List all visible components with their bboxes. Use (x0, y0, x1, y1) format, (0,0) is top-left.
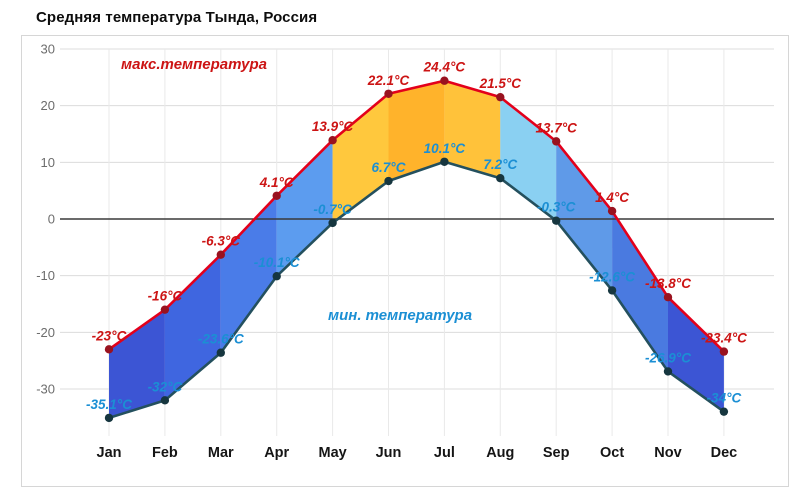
min-temperature-series: -35.1°C -32°C -23.6°C -10.1°C -0.7°C 6.7°C 10.… (86, 141, 742, 423)
svg-text:Mar: Mar (208, 445, 234, 461)
svg-text:-23°C: -23°C (92, 328, 127, 343)
max-temperature-series: -23°C -16°C -6.3°C 4.1°C 13.9°C 22.1°C 24.4°C 2… (92, 60, 747, 356)
svg-text:-12.6°C: -12.6°C (589, 269, 635, 284)
series-annotations: макс.температура мин. температура (121, 56, 472, 324)
svg-text:22.1°C: 22.1°C (367, 73, 410, 88)
svg-text:-13.8°C: -13.8°C (645, 276, 691, 291)
svg-text:-0.7°C: -0.7°C (313, 202, 352, 217)
svg-text:-16°C: -16°C (148, 289, 183, 304)
svg-text:10.1°C: 10.1°C (424, 141, 466, 156)
svg-text:10: 10 (41, 155, 55, 170)
svg-text:-30: -30 (36, 382, 55, 397)
svg-text:Apr: Apr (264, 445, 289, 461)
svg-text:-32°C: -32°C (148, 379, 183, 394)
svg-text:Jan: Jan (97, 445, 122, 461)
svg-text:Aug: Aug (486, 445, 514, 461)
svg-text:Jun: Jun (376, 445, 402, 461)
svg-text:Jul: Jul (434, 445, 455, 461)
svg-text:Sep: Sep (543, 445, 570, 461)
svg-text:-0.3°C: -0.3°C (537, 200, 576, 215)
page-title: Средняя температура Тында, Россия (36, 9, 318, 26)
y-axis-labels: 30 20 10 0 -10 -20 -30 (36, 41, 55, 396)
svg-text:4.1°C: 4.1°C (259, 175, 294, 190)
svg-text:мин. температура: мин. температура (328, 307, 472, 324)
svg-text:-20: -20 (36, 325, 55, 340)
svg-text:-23.4°C: -23.4°C (701, 331, 747, 346)
month-labels: Jan Feb Mar Apr May Jun Jul Aug Sep Oct Nov Dec (97, 445, 738, 461)
svg-text:-6.3°C: -6.3°C (202, 234, 241, 249)
svg-text:Nov: Nov (654, 445, 681, 461)
svg-text:-34°C: -34°C (707, 391, 742, 406)
svg-text:Feb: Feb (152, 445, 178, 461)
svg-text:May: May (318, 445, 346, 461)
svg-text:13.9°C: 13.9°C (312, 119, 354, 134)
svg-text:-26.9°C: -26.9°C (645, 350, 691, 365)
svg-text:6.7°C: 6.7°C (372, 160, 406, 175)
svg-text:30: 30 (41, 41, 55, 56)
svg-text:20: 20 (41, 98, 55, 113)
svg-text:1.4°C: 1.4°C (595, 190, 629, 205)
svg-text:макс.температура: макс.температура (121, 56, 267, 73)
temperature-chart: 30 20 10 0 -10 -20 -30 -23°C -16°C -6.3°C 4.1°C 13.… (36, 41, 774, 461)
svg-text:24.4°C: 24.4°C (423, 60, 466, 75)
svg-text:-10: -10 (36, 268, 55, 283)
svg-text:Dec: Dec (711, 445, 738, 461)
svg-text:-35.1°C: -35.1°C (86, 397, 132, 412)
svg-text:21.5°C: 21.5°C (479, 76, 522, 91)
temperature-bands (109, 80, 724, 418)
svg-text:Oct: Oct (600, 445, 624, 461)
svg-text:7.2°C: 7.2°C (483, 157, 517, 172)
chart-frame: 30 20 10 0 -10 -20 -30 -23°C -16°C -6.3°C 4.1°C 13.… (21, 35, 789, 487)
svg-text:-10.1°C: -10.1°C (254, 255, 300, 270)
svg-text:13.7°C: 13.7°C (535, 120, 577, 135)
svg-text:0: 0 (48, 212, 55, 227)
svg-text:-23.6°C: -23.6°C (198, 332, 244, 347)
